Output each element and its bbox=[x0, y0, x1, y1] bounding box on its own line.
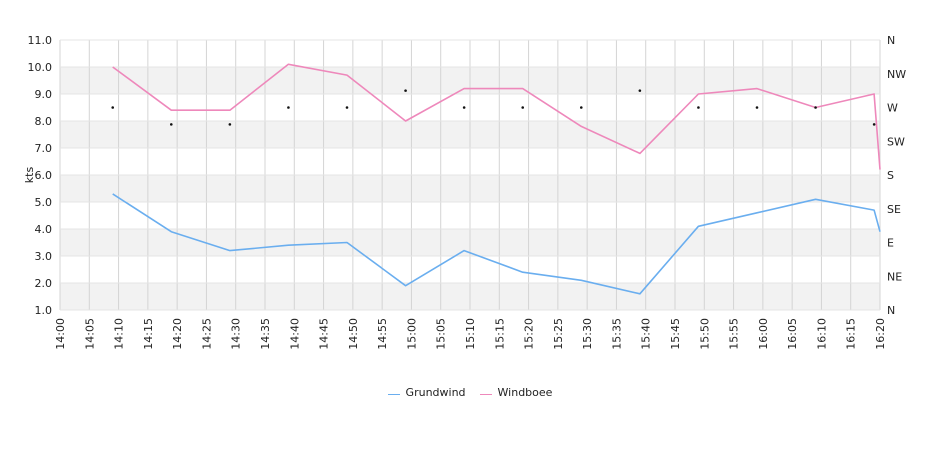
x-tick-label: 14:15 bbox=[142, 318, 155, 350]
direction-marker bbox=[638, 89, 642, 92]
direction-marker bbox=[404, 89, 407, 92]
x-tick-label: 14:45 bbox=[318, 318, 331, 350]
legend-item-windboee[interactable]: Windboee bbox=[479, 386, 553, 399]
direction-marker bbox=[814, 106, 817, 109]
direction-axis-label: N bbox=[887, 304, 895, 317]
series-line-windboee bbox=[112, 63, 881, 170]
legend: Grundwind Windboee bbox=[0, 386, 940, 399]
x-tick-label: 16:00 bbox=[757, 318, 770, 350]
direction-axis-label: NE bbox=[887, 270, 902, 283]
x-tick-label: 16:20 bbox=[874, 318, 887, 350]
direction-axis-label: S bbox=[887, 169, 894, 182]
x-tick-label: 14:50 bbox=[347, 318, 360, 350]
direction-marker bbox=[755, 106, 759, 109]
legend-swatch-windboee bbox=[479, 394, 492, 395]
direction-marker bbox=[462, 106, 466, 109]
x-tick-label: 14:40 bbox=[288, 318, 301, 350]
direction-axis-label: SE bbox=[887, 203, 901, 216]
x-tick-label: 15:50 bbox=[698, 318, 711, 350]
direction-marker bbox=[521, 106, 525, 109]
x-tick-label: 14:55 bbox=[376, 318, 389, 350]
y-tick-label: 4.0 bbox=[35, 223, 53, 236]
y-tick-label: 7.0 bbox=[35, 142, 53, 155]
x-tick-label: 15:55 bbox=[728, 318, 741, 350]
y-tick-label: 10.0 bbox=[28, 61, 53, 74]
x-tick-label: 14:10 bbox=[113, 318, 126, 350]
y-tick-label: 1.0 bbox=[35, 304, 53, 317]
direction-marker bbox=[872, 123, 876, 126]
x-tick-label: 14:20 bbox=[171, 318, 184, 350]
x-tick-label: 15:00 bbox=[405, 318, 418, 350]
direction-marker bbox=[345, 106, 349, 109]
x-tick-label: 14:00 bbox=[54, 318, 67, 350]
y-tick-label: 8.0 bbox=[35, 115, 53, 128]
x-tick-label: 15:10 bbox=[464, 318, 477, 350]
x-tick-label: 14:25 bbox=[200, 318, 213, 350]
x-tick-label: 15:40 bbox=[640, 318, 653, 350]
direction-axis-label: E bbox=[887, 237, 894, 250]
direction-axis-label: N bbox=[887, 34, 895, 47]
series-line-grundwind bbox=[112, 193, 881, 295]
legend-label-windboee: Windboee bbox=[497, 386, 553, 399]
direction-axis-label: NW bbox=[887, 68, 906, 81]
x-tick-label: 15:15 bbox=[493, 318, 506, 350]
direction-marker bbox=[579, 106, 583, 109]
y-tick-label: 3.0 bbox=[35, 250, 53, 263]
x-tick-label: 14:35 bbox=[259, 318, 272, 350]
y-tick-label: 9.0 bbox=[35, 88, 53, 101]
legend-label-grundwind: Grundwind bbox=[405, 386, 466, 399]
y-tick-label: 2.0 bbox=[35, 277, 53, 290]
direction-marker bbox=[169, 123, 173, 126]
y-tick-label: 5.0 bbox=[35, 196, 53, 209]
y-tick-label: 11.0 bbox=[28, 34, 53, 47]
x-tick-label: 16:15 bbox=[845, 318, 858, 350]
y-axis-title: kts bbox=[23, 167, 36, 184]
legend-item-grundwind[interactable]: Grundwind bbox=[387, 386, 466, 399]
x-tick-label: 16:10 bbox=[815, 318, 828, 350]
legend-swatch-grundwind bbox=[387, 394, 400, 395]
x-tick-label: 15:20 bbox=[523, 318, 536, 350]
x-tick-label: 15:30 bbox=[581, 318, 594, 350]
x-tick-label: 15:05 bbox=[435, 318, 448, 350]
direction-marker bbox=[697, 106, 700, 109]
direction-marker bbox=[111, 106, 115, 109]
x-tick-label: 15:25 bbox=[552, 318, 565, 350]
direction-axis-label: W bbox=[887, 102, 898, 115]
direction-marker bbox=[228, 123, 232, 126]
x-tick-label: 14:05 bbox=[83, 318, 96, 350]
x-tick-label: 15:45 bbox=[669, 318, 682, 350]
y-tick-label: 6.0 bbox=[35, 169, 53, 182]
direction-axis-label: SW bbox=[887, 135, 905, 148]
x-tick-label: 15:35 bbox=[610, 318, 623, 350]
x-tick-label: 14:30 bbox=[230, 318, 243, 350]
direction-marker bbox=[287, 106, 290, 109]
x-tick-label: 16:05 bbox=[786, 318, 799, 350]
